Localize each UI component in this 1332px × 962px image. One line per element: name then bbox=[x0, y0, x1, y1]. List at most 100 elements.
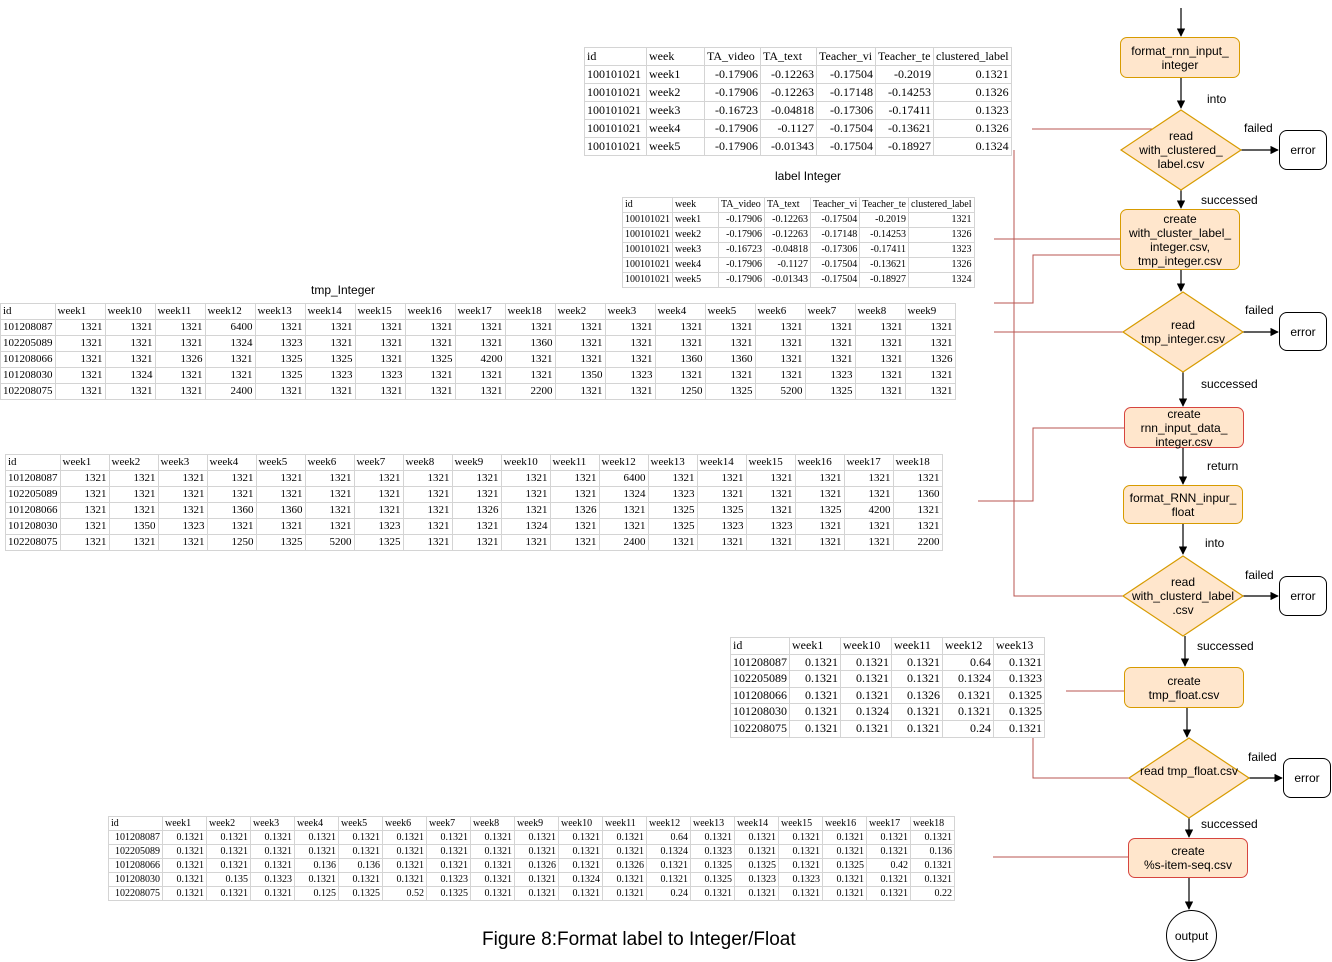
table-cell: 0.1321 bbox=[734, 830, 779, 845]
column-header: week1 bbox=[162, 816, 207, 831]
table-cell: 0.1326 bbox=[514, 858, 559, 873]
table-cell: 0.1321 bbox=[514, 830, 559, 845]
table-cell: 1321 bbox=[304, 518, 355, 535]
table-cell: 1321 bbox=[54, 383, 106, 400]
column-header: week12 bbox=[598, 454, 649, 471]
column-header: week5 bbox=[255, 454, 306, 471]
table-cell: 0.1321 bbox=[602, 830, 647, 845]
table-cell: 0.1321 bbox=[891, 653, 943, 672]
table-cell: 1321 bbox=[59, 502, 110, 519]
column-header: week2 bbox=[554, 303, 606, 320]
table-cell: 1321 bbox=[304, 502, 355, 519]
table-row: 101208030 0.1321 0.1324 0.1321 0.1321 0.1325 bbox=[730, 703, 1045, 721]
table-cell: 1321 bbox=[154, 367, 206, 384]
table-cell: 1321 bbox=[157, 502, 208, 519]
table-cell: -0.17906 bbox=[718, 257, 765, 273]
table-cell: -0.17906 bbox=[704, 137, 761, 156]
table-cell: 101208030 bbox=[0, 367, 56, 384]
table-cell: 1321 bbox=[554, 383, 606, 400]
table-cell: 1321 bbox=[604, 319, 656, 336]
table-cell: 1325 bbox=[804, 383, 856, 400]
table-cell: week5 bbox=[646, 137, 705, 156]
table-cell: 1323 bbox=[354, 367, 406, 384]
table-cell: 0.1321 bbox=[162, 830, 207, 845]
column-header: week2 bbox=[108, 454, 159, 471]
table-cell: 0.125 bbox=[294, 886, 339, 901]
table-row: 100101021 week2 -0.17906 -0.12263 -0.17148 -0… bbox=[584, 83, 1012, 102]
column-header: week1 bbox=[59, 454, 110, 471]
table-cell: 102208075 bbox=[108, 886, 163, 901]
table-cell: -0.17504 bbox=[809, 212, 861, 228]
table-cell: -0.17504 bbox=[816, 137, 876, 156]
table-cell: -0.17906 bbox=[718, 272, 765, 288]
table-cell: 0.1321 bbox=[789, 719, 841, 738]
table-cell: 1321 bbox=[794, 534, 845, 551]
table-cell: 0.1321 bbox=[789, 703, 841, 721]
table-cell: 100101021 bbox=[584, 65, 647, 84]
table-cell: 2400 bbox=[598, 534, 649, 551]
table-cell: 1321 bbox=[794, 486, 845, 503]
table-cell: 1321 bbox=[754, 319, 806, 336]
table-cell: 1321 bbox=[54, 319, 106, 336]
column-header: id bbox=[584, 47, 647, 66]
table-cell: 1321 bbox=[804, 335, 856, 352]
column-header: week16 bbox=[794, 454, 845, 471]
error-label: error bbox=[1290, 324, 1316, 339]
table-cell: 1321 bbox=[454, 319, 506, 336]
table-cell: 1321 bbox=[304, 319, 356, 336]
table-cell: -0.17906 bbox=[704, 119, 761, 138]
table-cell: 1321 bbox=[504, 319, 556, 336]
table-cell: 0.1323 bbox=[250, 872, 295, 887]
table-cell: 1321 bbox=[892, 518, 943, 535]
column-header: week10 bbox=[558, 816, 603, 831]
table-label-integer: id week TA_video TA_text Teacher_vi Teacher_t… bbox=[622, 197, 975, 288]
column-header: week14 bbox=[734, 816, 779, 831]
column-header: week16 bbox=[822, 816, 867, 831]
table-cell: 1321 bbox=[304, 383, 356, 400]
table-cell: -0.12263 bbox=[764, 227, 811, 243]
table-cell: 0.1324 bbox=[840, 703, 892, 721]
table-cell: -0.17906 bbox=[718, 227, 765, 243]
table-cell: 0.1321 bbox=[993, 653, 1045, 672]
column-header: week11 bbox=[891, 637, 943, 655]
column-header: week14 bbox=[304, 303, 356, 320]
table-cell: -0.01343 bbox=[760, 137, 817, 156]
table-row: 102205089 1321 1321 1321 1321 1321 1321 1321 132… bbox=[5, 486, 943, 503]
table-cell: 1325 bbox=[404, 351, 456, 368]
column-header: week10 bbox=[104, 303, 156, 320]
table-cell: 1324 bbox=[104, 367, 156, 384]
table-cell: 1321 bbox=[154, 383, 206, 400]
table-cell: 0.1323 bbox=[933, 101, 1012, 120]
table-cell: 1326 bbox=[154, 351, 206, 368]
table-cell: 100101021 bbox=[584, 83, 647, 102]
decision-read-tmp-integer bbox=[1121, 291, 1245, 373]
table-cell: 0.1321 bbox=[789, 653, 841, 672]
table-cell: 0.1321 bbox=[426, 830, 471, 845]
table-cell: 0.1321 bbox=[514, 872, 559, 887]
column-header: week6 bbox=[754, 303, 806, 320]
table-cell: 0.1321 bbox=[910, 872, 955, 887]
table-row: 100101021 week3 -0.16723 -0.04818 -0.17306 -0… bbox=[622, 242, 975, 258]
decision-read-tmp-float bbox=[1127, 737, 1251, 819]
table-cell: 0.1321 bbox=[822, 844, 867, 859]
table-cell: 1321 bbox=[696, 486, 747, 503]
column-header: week6 bbox=[382, 816, 427, 831]
table-cell: 1321 bbox=[745, 486, 796, 503]
table-cell: 0.136 bbox=[910, 844, 955, 859]
table-cell: 1321 bbox=[451, 534, 502, 551]
table-cell: week1 bbox=[672, 212, 719, 228]
table-cell: 0.136 bbox=[294, 858, 339, 873]
table-cell: 0.1321 bbox=[558, 858, 603, 873]
table-cell: 102205089 bbox=[108, 844, 163, 859]
table-cell: 0.1321 bbox=[382, 858, 427, 873]
column-header: week10 bbox=[840, 637, 892, 655]
table-cell: 101208087 bbox=[108, 830, 163, 845]
table-cell: 102208075 bbox=[730, 719, 790, 738]
table-row: 101208066 1321 1321 1326 1321 1325 1325 1321 132… bbox=[0, 351, 956, 368]
table-cell: -0.13621 bbox=[875, 119, 934, 138]
table-cell: 1321 bbox=[745, 470, 796, 487]
table-cell: 1321 bbox=[108, 534, 159, 551]
column-header: TA_video bbox=[704, 47, 761, 66]
table-cell: 0.1321 bbox=[382, 830, 427, 845]
table-cell: -0.14253 bbox=[859, 227, 909, 243]
